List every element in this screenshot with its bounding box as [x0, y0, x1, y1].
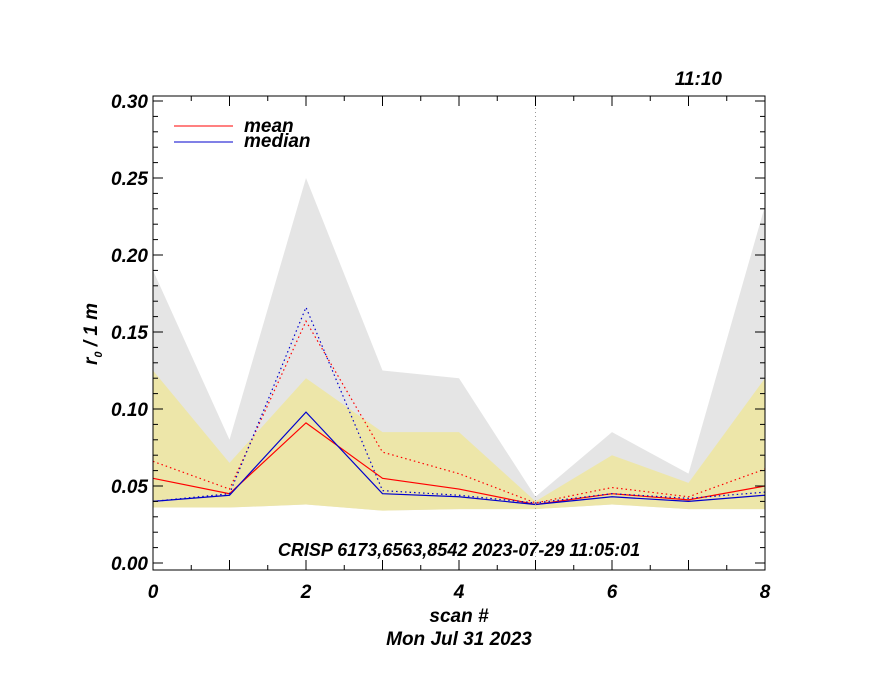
legend-median-label: median — [244, 131, 311, 152]
y-tick-labels: 0.00 0.05 0.10 0.15 0.20 0.25 0.30 — [111, 92, 148, 575]
y-axis-label-sub: 0 — [93, 351, 105, 358]
bands-layer — [153, 178, 765, 511]
legend: mean median — [174, 116, 311, 152]
x-tick-label: 6 — [607, 582, 618, 603]
x-tick-label: 8 — [760, 582, 771, 603]
y-tick-label: 0.05 — [111, 477, 148, 498]
annotation-label: CRISP 6173,6563,8542 2023-07-29 11:05:01 — [278, 540, 640, 560]
series-median — [152, 411, 766, 506]
x-axis-label: scan # — [429, 606, 489, 627]
x-tick-label: 0 — [148, 582, 159, 603]
legend-mean-label: mean — [244, 116, 294, 137]
y-tick-label: 0.30 — [111, 92, 148, 113]
y-tick-label: 0.00 — [111, 554, 148, 575]
y-axis-label-rest: / 1 m — [81, 303, 102, 352]
y-tick-label: 0.10 — [111, 400, 148, 421]
series-layer — [152, 305, 766, 506]
y-tick-label: 0.20 — [111, 246, 148, 267]
band-inner — [153, 370, 765, 511]
series-mean — [152, 422, 766, 506]
corner-time-label: 11:10 — [675, 69, 723, 90]
x-tick-labels: 0 2 4 6 8 — [148, 582, 771, 603]
y-tick-label: 0.15 — [111, 323, 148, 344]
axis-ticks — [152, 96, 766, 570]
y-axis-label: r0 / 1 m — [81, 303, 105, 365]
x-axis-date-label: Mon Jul 31 2023 — [386, 629, 532, 650]
series-median-dotted — [152, 305, 766, 504]
x-tick-label: 2 — [300, 582, 312, 603]
y-tick-label: 0.25 — [111, 169, 148, 190]
svg-text:r0 / 1 m: r0 / 1 m — [81, 303, 105, 365]
x-tick-label: 4 — [453, 582, 465, 603]
y-axis-label-main: r — [81, 356, 102, 365]
